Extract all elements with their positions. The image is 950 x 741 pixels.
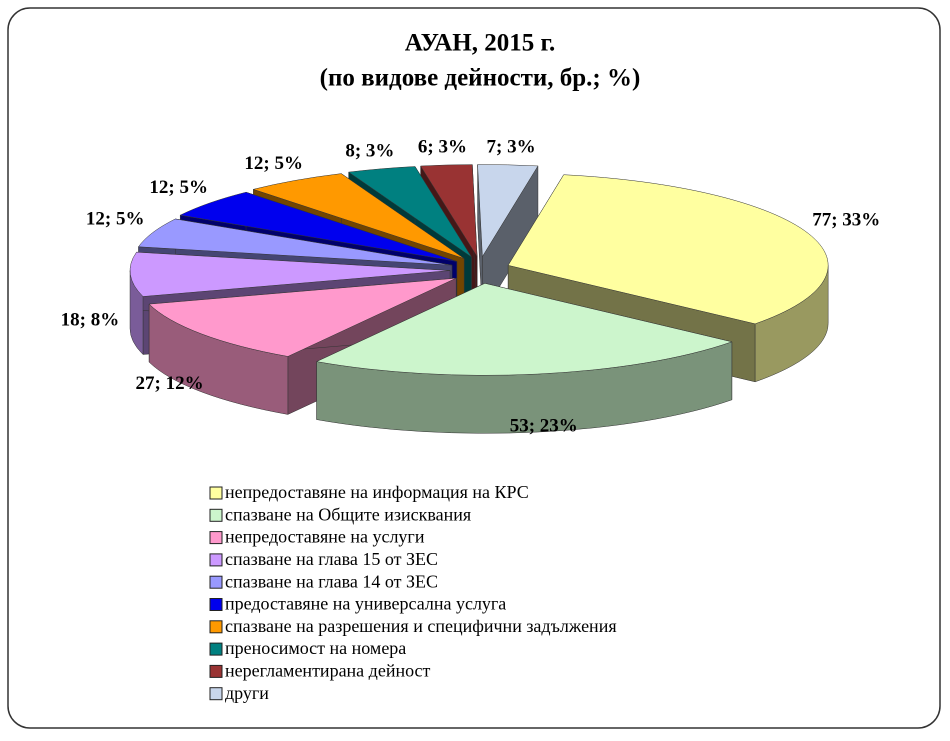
legend-label: предоставяне на универсална услуга	[225, 594, 506, 614]
legend-swatch	[209, 553, 223, 567]
data-label: 12; 5%	[149, 177, 208, 198]
legend-swatch	[209, 620, 223, 634]
data-label: 53; 23%	[510, 415, 578, 436]
slice	[420, 164, 478, 258]
data-label: 12; 5%	[86, 208, 145, 229]
legend-swatch	[209, 598, 223, 611]
legend-swatch	[209, 508, 223, 522]
slice	[179, 191, 457, 262]
slice	[148, 277, 457, 357]
data-label: 77; 33%	[812, 209, 880, 230]
legend-label: спазване на глава 14 от ЗЕС	[225, 571, 438, 591]
legend-swatch	[209, 486, 223, 500]
legend-label: други	[225, 683, 269, 703]
slice	[347, 166, 472, 258]
slice	[137, 218, 453, 266]
slice	[129, 251, 451, 297]
chart-title: АУАН, 2015 г.	[405, 30, 555, 57]
legend-swatch	[209, 642, 223, 656]
legend-label: нерегламентирана дейност	[225, 661, 431, 681]
data-label: 6; 3%	[418, 137, 467, 158]
legend-label: спазване на разрешения и специфични задъ…	[225, 616, 617, 636]
slice	[315, 283, 733, 376]
pie: 77; 33%53; 23%27; 12%18; 8%12; 5%12; 5%1…	[61, 136, 881, 436]
legend-label: спазване на Общите изисквания	[225, 504, 471, 524]
data-label: 27; 12%	[136, 373, 204, 394]
slice	[507, 174, 829, 325]
slice	[252, 173, 465, 259]
chart-subtitle: (по видове дейности, бр.; %)	[320, 65, 641, 92]
legend-label: непредоставяне на услуги	[225, 527, 425, 547]
legend-label: спазване на глава 15 от ЗЕС	[225, 549, 438, 569]
legend-label: непредоставяне на информация на КРС	[225, 482, 529, 502]
data-label: 12; 5%	[244, 153, 303, 174]
legend-swatch	[209, 687, 223, 701]
legend-swatch	[209, 664, 223, 678]
data-label: 18; 8%	[61, 309, 120, 330]
data-label: 7; 3%	[487, 136, 536, 157]
legend-swatch	[209, 575, 223, 589]
legend-swatch	[209, 531, 223, 545]
data-label: 8; 3%	[345, 141, 394, 162]
legend-label: преносимост на номера	[225, 638, 406, 658]
slice	[477, 164, 539, 258]
legend: непредоставяне на информация на КРСспазв…	[209, 482, 617, 703]
